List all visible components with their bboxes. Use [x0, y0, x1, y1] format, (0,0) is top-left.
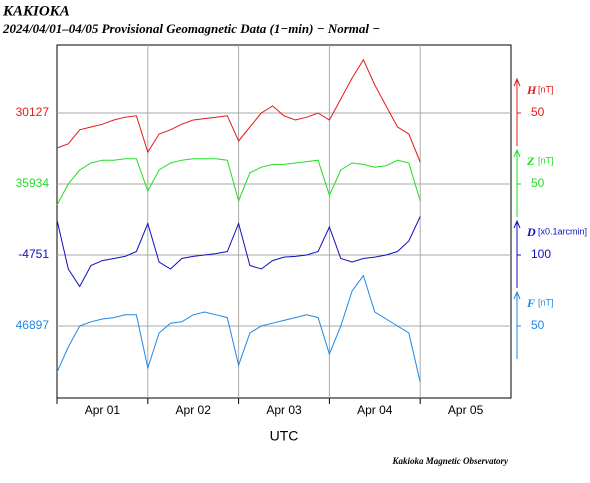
- series-unit: [nT]: [538, 155, 554, 165]
- series-name: H: [526, 83, 537, 97]
- scale-arrow: [513, 219, 521, 229]
- plot-frame: [56, 44, 512, 399]
- series-name: D: [526, 225, 536, 239]
- x-tick-label: Apr 05: [448, 403, 484, 417]
- series-unit: [nT]: [538, 84, 554, 94]
- x-axis-label: UTC: [270, 428, 299, 444]
- series-unit: [nT]: [538, 297, 554, 307]
- series-unit: [x0.1arcmin]: [538, 226, 587, 236]
- trace: [56, 274, 421, 383]
- scale-label: 50: [531, 318, 545, 332]
- footer: Kakioka Magnetic Observatory: [392, 456, 509, 466]
- baseline-label: -4751: [18, 247, 49, 261]
- scale-label: 100: [531, 247, 551, 261]
- x-tick-label: Apr 01: [85, 403, 121, 417]
- scale-label: 50: [531, 105, 545, 119]
- x-tick-label: Apr 04: [357, 403, 393, 417]
- scale-arrow: [513, 77, 521, 87]
- scale-arrow: [513, 148, 521, 158]
- trace: [56, 216, 421, 288]
- series-name: Z: [526, 154, 535, 168]
- trace: [56, 58, 421, 163]
- baseline-label: 35934: [16, 176, 50, 190]
- x-tick-label: Apr 02: [176, 403, 212, 417]
- trace: [56, 158, 421, 206]
- x-tick-label: Apr 03: [266, 403, 302, 417]
- baseline-label: 30127: [16, 105, 50, 119]
- scale-label: 50: [531, 176, 545, 190]
- scale-arrow: [513, 290, 521, 300]
- series-name: F: [526, 296, 535, 310]
- chart-title: KAKIOKA: [2, 3, 70, 19]
- baseline-label: 46897: [16, 318, 50, 332]
- chart-subtitle: 2024/04/01–04/05 Provisional Geomagnetic…: [2, 21, 380, 36]
